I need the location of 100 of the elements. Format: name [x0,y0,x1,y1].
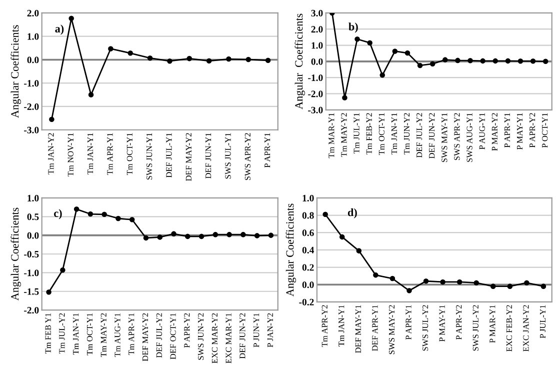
point [480,58,486,64]
x-tick-label: DEF JUL-Y2 [156,313,162,358]
x-tick-label: SWS APR-Y2 [454,113,460,160]
point [116,216,121,222]
y-axis-title: Angular Coefficients [294,14,305,110]
point [474,280,479,286]
point [356,248,362,254]
y-tick-label: -2.0 [24,103,39,110]
point [367,40,372,46]
point [456,279,462,285]
y-tick-label: -1.0 [24,270,39,276]
point [268,232,274,238]
point [390,276,396,282]
x-tick-label: DEF JUN-Y1 [206,133,212,178]
point [226,232,232,238]
x-tick-label: SWS APR-Y2 [244,133,251,180]
point [68,16,74,21]
x-tick-label: SWS JUN-Y1 [146,133,152,180]
x-tick-label: Tm JAN-Y1 [391,113,398,154]
x-tick-label: SWS JUL-Y1 [225,133,231,179]
y-tick-label: -3.0 [308,106,323,114]
x-tick-label: Tm JUL-Y2 [59,313,65,354]
y-tick-label: 0.8 [302,212,314,219]
point [339,234,345,240]
x-tick-label: Tm JAN-Y1 [73,313,79,355]
point [212,232,218,238]
y-tick-label: 3.0 [311,10,323,16]
x-tick-label: SWS JUN-Y2 [198,313,204,360]
annotation: b) [348,22,358,33]
point [143,235,149,241]
point [108,46,114,52]
point [455,58,460,64]
annotation: a) [55,24,64,35]
x-tick-label: Tm AUG-Y1 [114,313,120,357]
x-tick-label: Tm MAY-Y2 [100,313,106,358]
point [157,234,163,240]
point [246,56,252,62]
point [60,267,66,273]
x-tick-label: DEF JUN-Y2 [240,313,246,359]
point [490,284,496,289]
point [171,231,176,236]
point [322,212,328,218]
point [88,211,94,217]
y-tick-label: 1.0 [312,42,323,49]
annotation: d) [348,208,357,218]
x-tick-label: EXC MAR-Y2 [212,313,218,364]
annotation: c) [54,209,62,220]
point [423,278,429,284]
point [186,56,192,62]
point [468,58,473,64]
point [540,284,546,289]
point [265,58,271,64]
y-tick-label: -1.0 [308,74,323,82]
point [167,58,172,64]
y-tick-label: 1.0 [302,194,314,202]
x-tick-label: Tm JAN-Y2 [48,133,54,174]
point [88,92,94,98]
point [417,62,423,68]
x-tick-label: SWS MAY-Y1 [442,113,448,162]
x-tick-label: Tm APR-Y1 [107,133,113,175]
x-tick-label: EXC MAR-Y1 [226,313,232,364]
point [240,232,246,238]
y-tick-label: 1.0 [28,194,39,202]
x-tick-label: P MAR-Y2 [492,113,498,151]
y-tick-label: 0.6 [302,230,314,236]
x-tick-label: DEF JUL-Y1 [166,133,172,178]
point [206,58,212,64]
point [404,50,410,56]
point [380,72,386,78]
y-tick-label: 0.4 [302,246,314,254]
point [507,284,513,289]
x-tick-label: Tm NOV-Y1 [68,133,74,176]
y-tick-label: -2.0 [308,90,323,98]
point [147,55,153,61]
x-tick-label: P APR-Y2 [530,113,536,148]
x-tick-label: Tm JUN-Y2 [404,113,410,154]
x-tick-label: Tm OCT-Y1 [378,113,384,156]
x-tick-label: P APR-Y2 [184,313,190,348]
point [518,58,524,64]
y-tick-label: -0.5 [24,250,39,258]
point [392,48,398,54]
x-tick-label: P APR-Y1 [406,305,412,340]
point [542,58,548,64]
y-tick-label: 0.0 [302,282,314,288]
x-tick-label: P APR-Y1 [504,113,510,148]
x-tick-label: P JAN-Y2 [267,313,274,348]
x-tick-label: P JUN-Y1 [254,313,260,348]
point [492,58,498,64]
point [184,234,190,240]
x-tick-label: DEF OCT-Y1 [170,313,176,360]
y-tick-label: -2.0 [24,306,39,314]
x-tick-label: P MAY-Y1 [516,113,522,150]
y-tick-label: 0.0 [311,58,323,65]
y-tick-label: -1.5 [24,288,39,295]
point [129,216,135,222]
point [198,234,204,240]
x-tick-label: Tm JAN-Y1 [88,133,94,174]
y-tick-label: 2.0 [311,26,323,33]
point [354,36,360,42]
x-tick-label: P MAR-Y1 [490,305,496,343]
